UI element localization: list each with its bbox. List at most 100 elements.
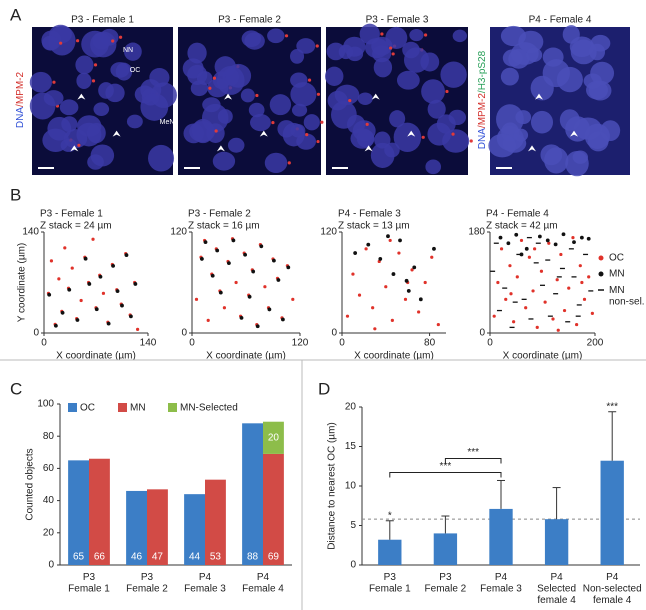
point — [515, 275, 519, 279]
nucleus — [565, 116, 590, 142]
y-tick-label: 0 — [479, 328, 485, 339]
nucleus — [570, 39, 597, 65]
point — [222, 306, 226, 310]
oocyte-signal — [469, 139, 473, 143]
oocyte-signal — [284, 34, 289, 38]
nucleus — [584, 123, 610, 149]
bar — [489, 508, 513, 565]
nucleus — [365, 37, 389, 59]
nucleus — [296, 38, 316, 54]
point — [535, 325, 539, 329]
arrowhead — [364, 145, 373, 152]
point — [267, 307, 272, 312]
arrowhead — [528, 145, 536, 152]
oocyte-signal — [316, 92, 321, 96]
point — [60, 310, 65, 315]
point — [276, 278, 281, 282]
stain-label: DNA/MPM-2 — [15, 71, 26, 128]
point — [366, 242, 371, 247]
point — [514, 232, 519, 237]
value-label: 65 — [73, 552, 85, 563]
nucleus — [267, 28, 285, 44]
plot-subtitle: Z stack = 42 µm — [486, 221, 558, 232]
point — [231, 238, 236, 243]
point — [533, 247, 537, 251]
y-axis-label: Distance to nearest OC (µm) — [327, 422, 338, 549]
oocyte-signal — [93, 63, 98, 67]
bar — [89, 458, 110, 565]
stain-label: DNA/MPM-2/H3-pS28 — [477, 50, 488, 149]
x-tick-label: P4 Female 3 — [480, 572, 522, 595]
point — [351, 272, 355, 276]
point — [75, 318, 80, 322]
point — [390, 318, 394, 322]
nucleus — [248, 102, 265, 118]
nucleus — [303, 114, 320, 131]
nucleus — [427, 99, 446, 119]
point — [133, 282, 138, 286]
x-tick-label: 0 — [339, 338, 345, 349]
nucleus — [409, 28, 424, 42]
x-axis-label: X coordinate (µm) — [56, 351, 136, 362]
value-label: 46 — [131, 552, 143, 563]
oocyte-signal — [77, 143, 81, 147]
bar — [242, 423, 263, 565]
point — [263, 285, 267, 289]
point — [210, 273, 215, 278]
point — [218, 290, 223, 295]
nucleus — [123, 42, 142, 61]
oocyte-signal — [307, 78, 312, 82]
oocyte-signal — [365, 122, 369, 126]
point — [555, 278, 559, 282]
nucleus — [396, 70, 420, 90]
point — [403, 297, 408, 301]
nucleus — [269, 94, 292, 116]
x-axis-label: X coordinate (µm) — [206, 351, 286, 362]
point — [509, 292, 513, 296]
nucleus — [60, 138, 77, 152]
nucleus — [59, 99, 79, 116]
point — [94, 307, 99, 312]
legend-swatch — [68, 403, 77, 412]
nucleus — [29, 71, 52, 93]
bar — [433, 533, 458, 565]
point — [243, 252, 248, 257]
significance: * — [388, 510, 392, 521]
point — [586, 236, 591, 241]
point — [386, 234, 390, 239]
point — [353, 251, 358, 255]
image-title: P3 - Female 3 — [366, 15, 429, 26]
image-title: P3 - Female 1 — [71, 15, 134, 26]
nucleus — [42, 35, 59, 51]
oocyte-signal — [421, 135, 425, 139]
arrowhead — [535, 93, 543, 100]
nucleus — [182, 58, 204, 79]
point — [582, 297, 587, 301]
nucleus — [90, 144, 115, 167]
nucleus — [75, 55, 94, 75]
point — [215, 248, 220, 253]
point — [227, 261, 231, 266]
point — [281, 317, 285, 322]
arrowhead — [259, 130, 268, 137]
nucleus — [227, 137, 245, 153]
point — [206, 318, 210, 322]
nucleus — [370, 142, 395, 168]
significance: *** — [606, 401, 618, 412]
point — [357, 293, 362, 297]
nucleus — [357, 92, 373, 105]
value-label: 53 — [210, 552, 222, 563]
nucleus — [588, 80, 612, 101]
value-label: 66 — [94, 552, 106, 563]
nucleus — [217, 109, 233, 124]
bar — [600, 460, 624, 565]
y-tick-label: 0 — [33, 328, 39, 339]
nucleus — [240, 88, 255, 103]
nucleus — [140, 93, 169, 121]
point — [286, 265, 291, 270]
point — [378, 257, 383, 261]
point — [412, 265, 417, 270]
oocyte-signal — [348, 98, 352, 103]
oocyte-signal — [423, 33, 428, 37]
nucleus — [196, 71, 213, 86]
